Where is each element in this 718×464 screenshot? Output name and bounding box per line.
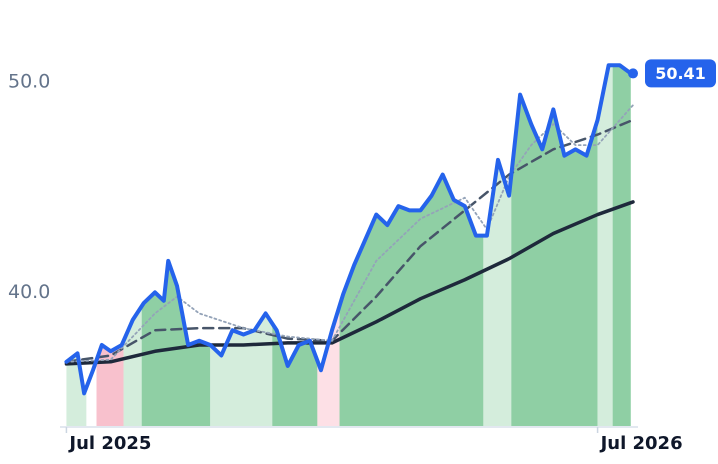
regime-area xyxy=(339,174,484,427)
moving-average xyxy=(64,200,635,366)
x-tick-label: Jul 2025 xyxy=(67,433,151,454)
regime-area xyxy=(612,65,631,427)
y-tick-label: 40.0 xyxy=(8,281,50,303)
regime-area xyxy=(123,306,142,427)
regime-area xyxy=(141,260,211,427)
last-price-label: 50.41 xyxy=(655,64,706,83)
last-price-badge xyxy=(645,59,716,88)
last-point xyxy=(628,68,638,79)
regime-area xyxy=(66,353,87,427)
x-tick-label: Jul 2026 xyxy=(599,433,683,454)
regime-area xyxy=(511,94,598,427)
moving-average xyxy=(65,118,635,364)
regime-area xyxy=(597,65,613,427)
y-tick-label: 50.0 xyxy=(8,71,50,93)
regime-area xyxy=(210,313,273,427)
price-line xyxy=(64,63,633,396)
regime-area xyxy=(483,159,512,427)
regime-area xyxy=(272,323,318,427)
